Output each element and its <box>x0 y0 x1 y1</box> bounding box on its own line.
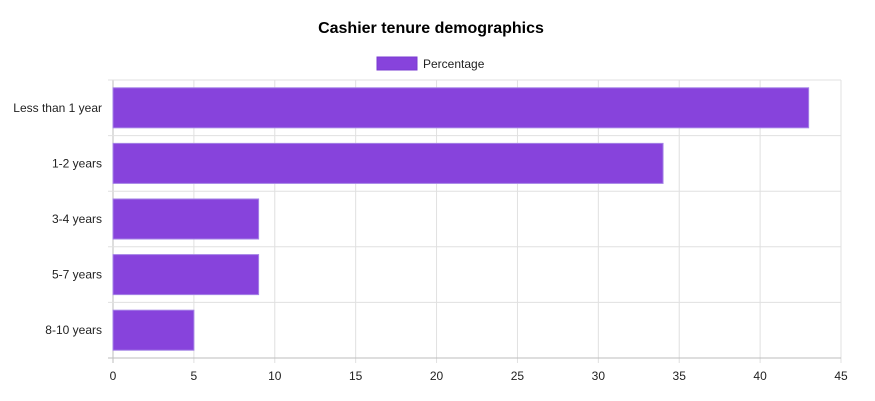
y-tick-label: 3-4 years <box>52 212 102 226</box>
x-tick-label: 20 <box>430 369 444 383</box>
y-tick-label: 5-7 years <box>52 268 102 282</box>
chart-title: Cashier tenure demographics <box>318 20 544 37</box>
y-tick-label: 1-2 years <box>52 156 102 170</box>
legend[interactable]: Percentage <box>376 56 485 71</box>
bar-8-10-years[interactable] <box>112 309 195 351</box>
x-axis-labels: 0 5 10 15 20 25 30 35 40 45 <box>110 369 848 383</box>
x-tick-label: 0 <box>110 369 117 383</box>
bar-3-4-years[interactable] <box>112 198 260 240</box>
x-tick-label: 10 <box>268 369 282 383</box>
x-tick-label: 30 <box>592 369 606 383</box>
x-tick-label: 5 <box>191 369 198 383</box>
x-tick-label: 15 <box>349 369 363 383</box>
x-tick-label: 35 <box>673 369 687 383</box>
y-tick-label: 8-10 years <box>45 323 102 337</box>
bar-5-7-years[interactable] <box>112 254 260 296</box>
bar-less-than-1-year[interactable] <box>112 87 810 129</box>
bars <box>112 87 810 351</box>
legend-label-percentage[interactable]: Percentage <box>423 57 485 71</box>
x-tick-label: 40 <box>753 369 767 383</box>
x-tick-label: 45 <box>834 369 848 383</box>
x-tick-label: 25 <box>511 369 525 383</box>
bar-1-2-years[interactable] <box>112 142 664 184</box>
y-axis-labels: Less than 1 year 1-2 years 3-4 years 5-7 ye… <box>13 101 102 337</box>
legend-swatch-percentage[interactable] <box>376 56 418 71</box>
y-tick-label: Less than 1 year <box>13 101 102 115</box>
